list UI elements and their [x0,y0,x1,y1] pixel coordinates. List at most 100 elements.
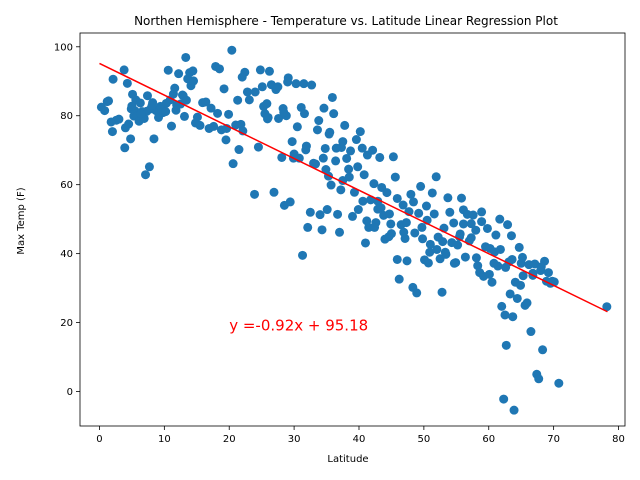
data-point [321,165,331,175]
data-point [490,247,500,257]
data-point [346,146,356,156]
data-point [166,121,176,131]
data-point [319,103,329,113]
data-point [228,159,238,169]
y-tick-label: 40 [60,249,73,260]
data-point [299,79,309,89]
x-tick-label: 0 [96,434,102,445]
data-point [213,108,223,118]
data-point [287,137,297,147]
data-point [394,274,404,284]
data-point [114,114,124,124]
data-point [344,172,354,182]
data-point [179,111,189,121]
data-point [417,222,427,232]
data-point [516,280,526,290]
data-point [163,65,173,75]
data-point [322,205,332,215]
data-point [392,254,402,264]
data-point [102,97,112,107]
data-point [144,162,154,172]
data-point [443,193,453,203]
points-layer [96,45,612,415]
data-point [170,83,180,93]
data-point [108,74,118,84]
data-point [338,137,348,147]
data-point [326,180,336,190]
data-point [233,95,243,105]
data-point [369,179,379,189]
data-point [493,261,503,271]
data-point [399,227,409,237]
data-point [174,69,184,79]
data-point [333,209,343,219]
data-point [250,189,260,199]
data-point [335,227,345,237]
data-point [543,268,553,278]
data-point [348,211,357,221]
data-point [250,87,260,97]
data-point [460,252,470,262]
y-tick-label: 20 [60,318,73,329]
data-point [484,269,494,279]
data-point [534,374,544,384]
data-point [455,229,465,239]
data-point [501,340,511,350]
data-point [406,189,416,199]
data-point [508,312,518,322]
data-point [192,112,202,122]
data-point [390,172,400,182]
data-point [449,218,459,228]
data-point [147,100,157,110]
data-point [136,109,146,119]
data-point [501,262,511,272]
data-point [301,145,311,155]
data-point [331,156,341,166]
data-point [425,239,435,249]
data-point [507,254,517,264]
data-point [500,310,510,320]
data-point [285,197,295,207]
data-point [317,225,327,235]
data-point [320,143,330,153]
data-point [373,204,383,214]
data-point [274,113,284,123]
data-point [237,72,247,82]
data-point [262,99,272,109]
plot-frame [79,32,626,427]
data-point [324,129,334,139]
x-axis-label: Latitude [327,454,368,465]
data-point [526,327,536,337]
data-point [414,208,424,218]
data-point [353,162,363,172]
data-point [291,79,301,89]
data-point [349,187,359,197]
x-axis: 0 10 20 30 40 50 60 70 80 [96,426,625,445]
data-point [468,210,478,220]
x-tick-label: 50 [418,434,431,445]
x-tick-label: 60 [482,434,495,445]
data-point [331,143,341,153]
data-point [423,258,433,268]
data-point [209,121,219,131]
data-point [107,127,117,137]
data-point [477,207,487,217]
data-point [514,242,524,252]
data-point [425,247,435,257]
data-point [283,77,293,87]
data-point [273,82,283,92]
data-point [473,261,483,271]
data-point [421,201,431,211]
data-point [517,252,527,262]
data-point [127,101,137,111]
data-point [305,207,315,217]
data-point [142,91,152,101]
data-point [314,116,324,126]
data-point [149,134,159,144]
data-point [360,238,370,248]
data-point [477,217,487,227]
data-point [538,345,548,355]
data-point [495,214,505,224]
data-point [482,223,492,233]
